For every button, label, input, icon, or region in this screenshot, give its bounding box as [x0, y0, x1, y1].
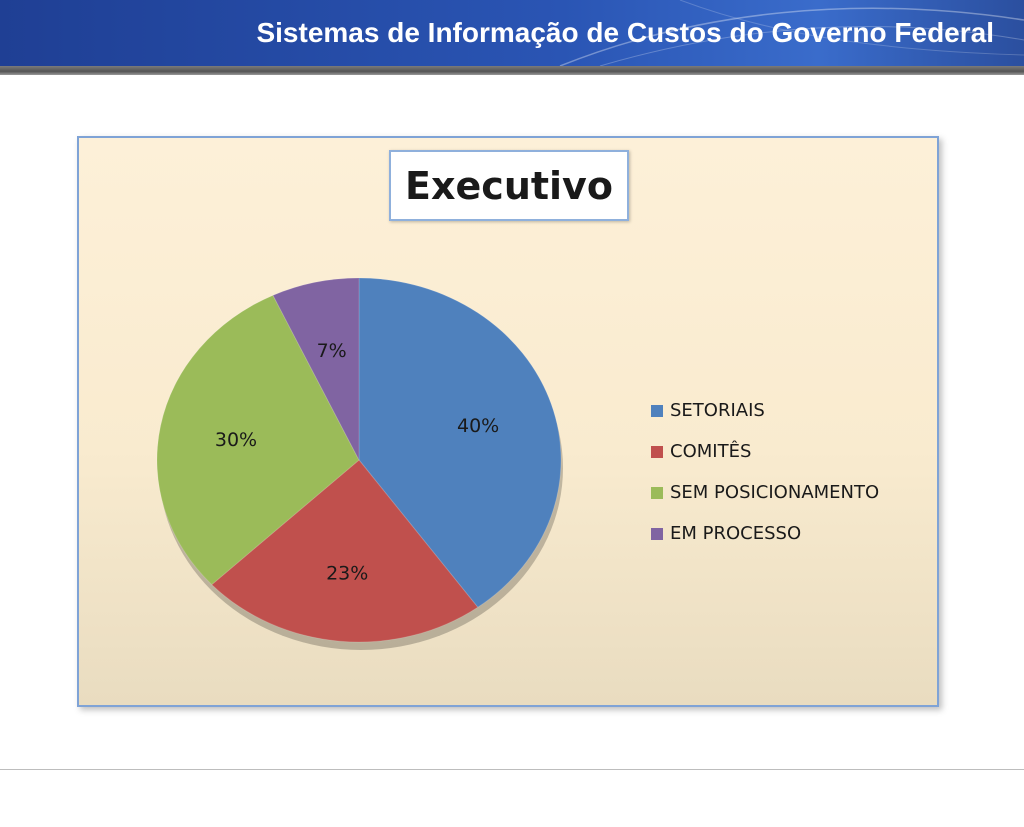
header-swoosh-decoration — [559, 0, 1024, 66]
legend-swatch — [651, 445, 663, 458]
legend-label: SEM POSICIONAMENTO — [670, 482, 880, 503]
legend-item-setoriais: SETORIAIS — [651, 390, 879, 431]
legend-item-sem-posicionamento: SEM POSICIONAMENTO — [651, 472, 879, 513]
header-banner: Sistemas de Informação de Custos do Gove… — [0, 0, 1024, 66]
legend-label: SETORIAIS — [670, 400, 765, 421]
pie-slice-setoriais — [358, 277, 562, 608]
legend-swatch — [651, 404, 663, 417]
pie-label-em-processo: 7% — [317, 340, 347, 362]
pie-slice-comit-s — [211, 459, 479, 643]
legend-swatch — [651, 527, 663, 540]
pie-label-sem-posicionamento: 30% — [215, 429, 257, 451]
chart-frame: Executivo 40% 23% 30% 7% SETORIAIS COMITÊS SE… — [77, 136, 939, 707]
legend-swatch — [651, 486, 663, 499]
pie-chart: 40% 23% 30% 7% — [156, 277, 563, 650]
footer-divider — [0, 769, 1024, 770]
page-title: Sistemas de Informação de Custos do Gove… — [256, 17, 994, 48]
chart-title-box: Executivo — [389, 150, 629, 221]
pie-label-setoriais: 40% — [457, 415, 499, 437]
pie-slice-em-processo — [272, 277, 360, 461]
legend-label: EM PROCESSO — [670, 523, 802, 544]
chart-title: Executivo — [405, 163, 613, 208]
legend-item-em-processo: EM PROCESSO — [651, 513, 879, 554]
chart-legend: SETORIAIS COMITÊS SEM POSICIONAMENTO EM PRO… — [651, 390, 879, 554]
legend-item-comit-s: COMITÊS — [651, 431, 879, 472]
pie-slice-sem-posicionamento — [156, 294, 360, 586]
pie-label-comit-s: 23% — [326, 562, 368, 584]
header-divider-bar — [0, 66, 1024, 75]
legend-label: COMITÊS — [670, 441, 752, 462]
